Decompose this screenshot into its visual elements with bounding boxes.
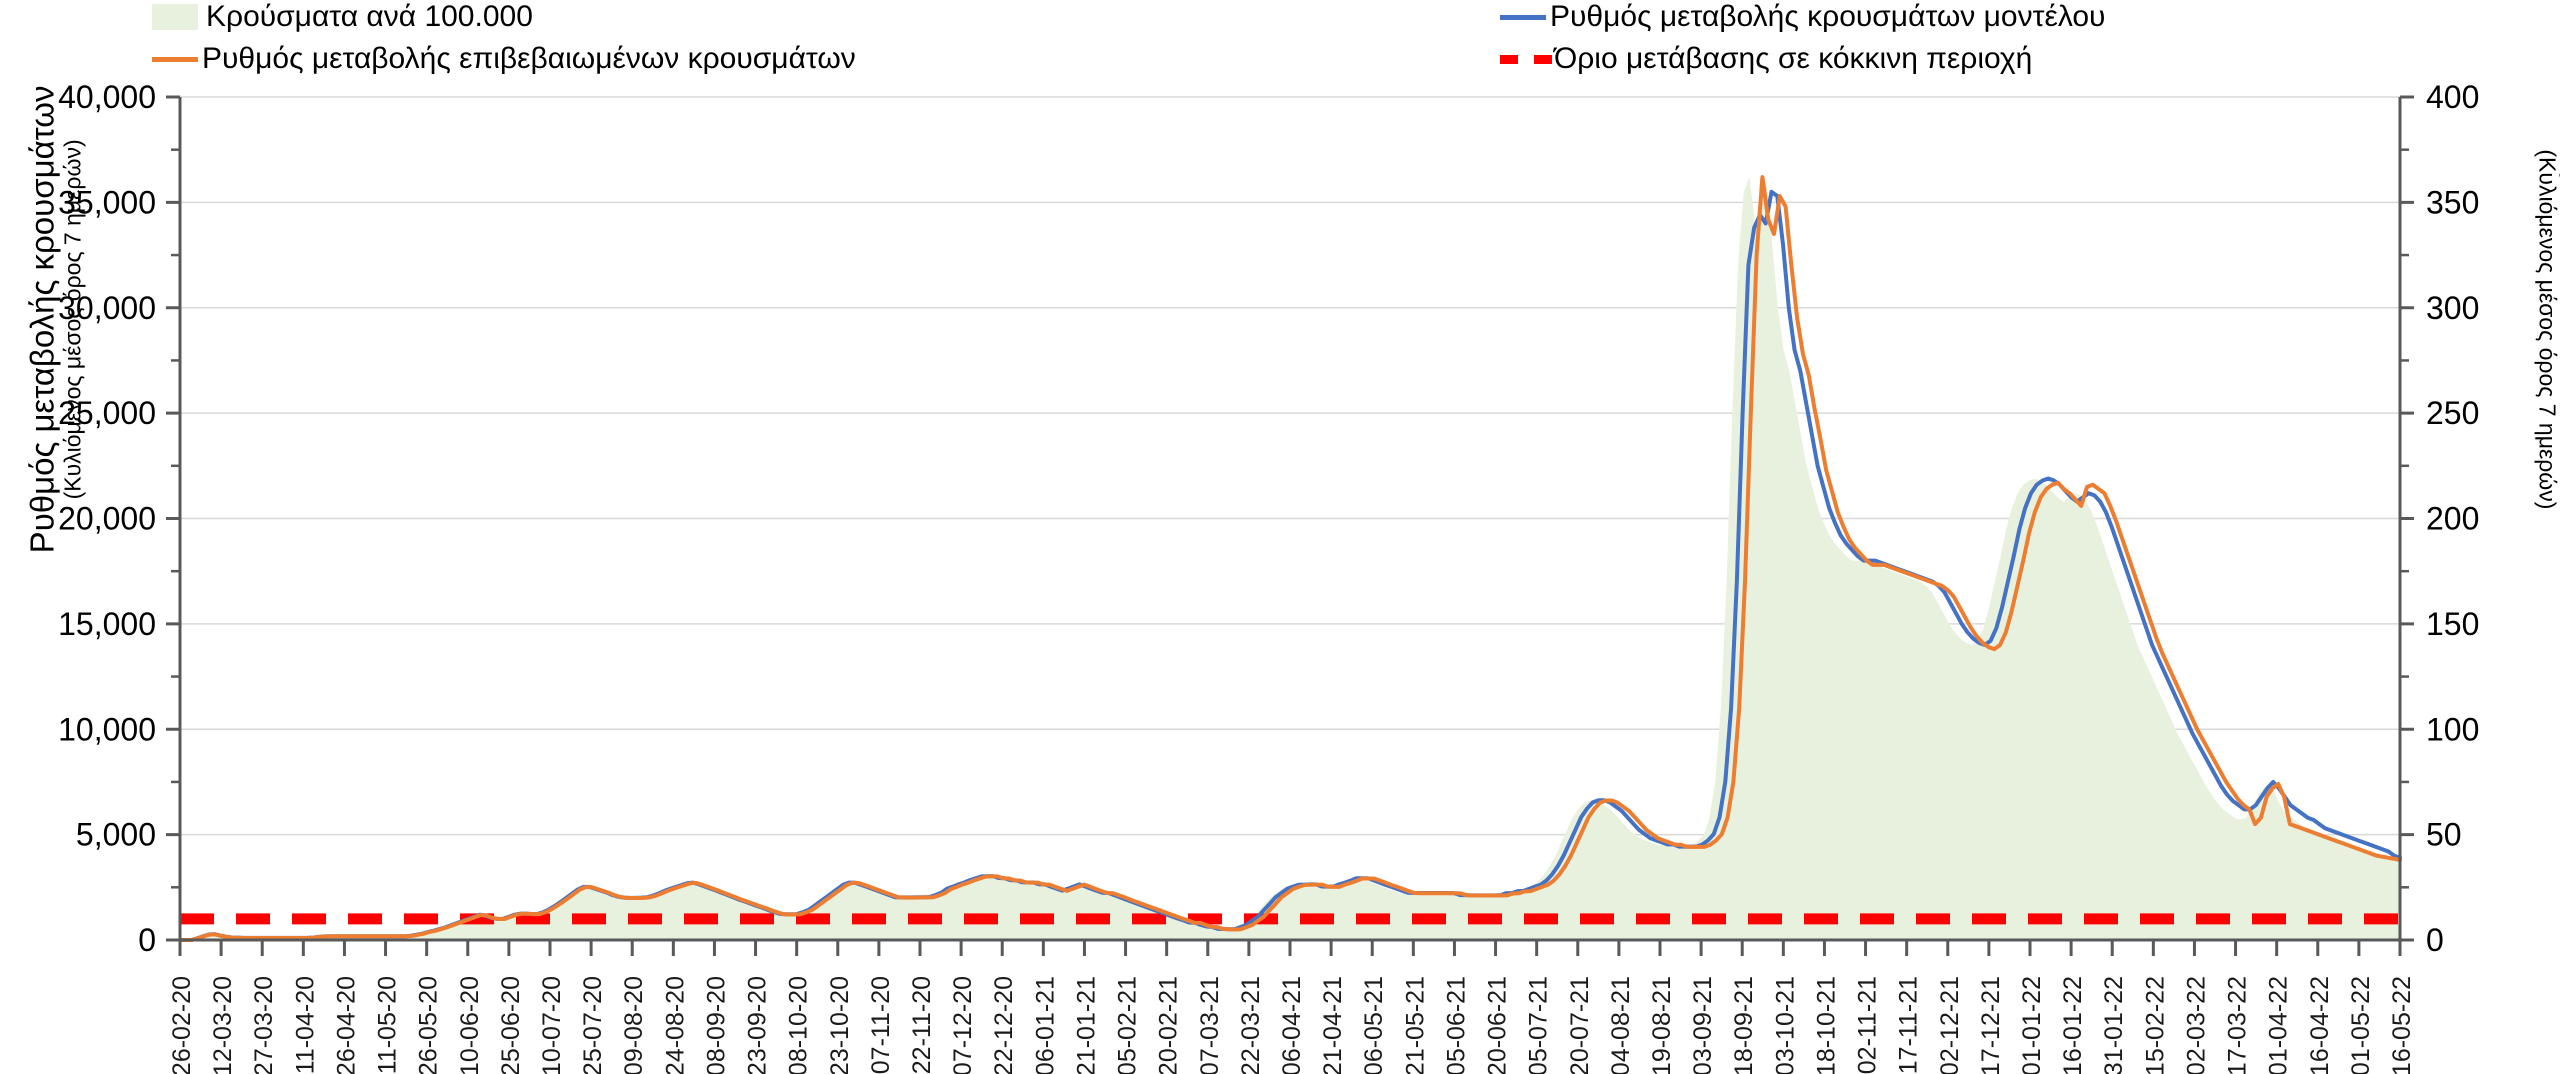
- x-tick-label: 05-06-21: [1442, 976, 1470, 1074]
- legend-item-cases-per-100k[interactable]: Κρούσματα ανά 100.000: [152, 2, 533, 32]
- x-tick-label: 07-11-20: [867, 976, 895, 1074]
- x-tick-label: 08-10-20: [785, 976, 813, 1074]
- x-tick-label: 20-07-21: [1566, 976, 1594, 1074]
- x-tick-label: 11-05-20: [374, 976, 402, 1074]
- x-tick-label: 06-01-21: [1031, 976, 1059, 1074]
- left-tick-label: 25,000: [58, 395, 156, 431]
- x-tick-label: 17-03-22: [2224, 976, 2252, 1074]
- x-tick-label: 10-07-20: [538, 976, 566, 1074]
- x-tick-label: 22-12-20: [990, 976, 1018, 1074]
- left-tick-label: 15,000: [58, 606, 156, 642]
- x-tick-label: 25-06-20: [497, 976, 525, 1074]
- left-tick-label: 40,000: [58, 79, 156, 115]
- x-tick-label: 11-04-20: [291, 976, 319, 1074]
- x-tick-label: 08-09-20: [702, 976, 730, 1074]
- legend-label-confirmed-change-rate: Ρυθμός μεταβολής επιβεβαιωμένων κρουσμάτ…: [202, 42, 856, 75]
- line-swatch-icon-orange: [152, 56, 198, 62]
- right-tick-label: 150: [2426, 606, 2479, 642]
- x-tick-label: 03-09-21: [1689, 976, 1717, 1074]
- left-tick-label: 10,000: [58, 711, 156, 747]
- right-tick-label: 0: [2426, 922, 2444, 958]
- x-tick-label: 07-12-20: [949, 976, 977, 1074]
- x-tick-label: 23-09-20: [744, 976, 772, 1074]
- x-tick-label: 21-04-21: [1319, 976, 1347, 1074]
- x-tick-label: 15-02-22: [2141, 976, 2169, 1074]
- x-tick-label: 26-04-20: [332, 976, 360, 1074]
- area-swatch-icon: [152, 4, 198, 30]
- x-tick-label: 22-03-21: [1237, 976, 1265, 1074]
- dashed-swatch-icon: [1500, 54, 1552, 64]
- right-tick-label: 300: [2426, 290, 2479, 326]
- x-tick-label: 16-04-22: [2306, 976, 2334, 1074]
- x-tick-label: 07-03-21: [1196, 976, 1224, 1074]
- x-tick-label: 27-03-20: [250, 976, 278, 1074]
- x-tick-label: 19-08-21: [1648, 976, 1676, 1074]
- x-tick-label: 17-11-21: [1895, 976, 1923, 1074]
- right-tick-label: 200: [2426, 501, 2479, 537]
- x-tick-label: 05-02-21: [1114, 976, 1142, 1074]
- legend-label-cases-per-100k: Κρούσματα ανά 100.000: [206, 0, 533, 33]
- x-tick-label: 17-12-21: [1977, 976, 2005, 1074]
- x-tick-label: 10-06-20: [456, 976, 484, 1074]
- right-tick-label: 400: [2426, 79, 2479, 115]
- x-axis-tick-labels: 26-02-20 12-03-20 27-03-20 11-04-20 26-04-20…: [168, 976, 2416, 1074]
- right-tick-label: 250: [2426, 395, 2479, 431]
- x-tick-label: 16-05-22: [2388, 976, 2416, 1074]
- x-tick-label: 26-02-20: [168, 976, 196, 1074]
- x-tick-label: 09-08-20: [620, 976, 648, 1074]
- left-tick-label: 35,000: [58, 184, 156, 220]
- x-tick-label: 05-07-21: [1525, 976, 1553, 1074]
- x-tick-label: 24-08-20: [661, 976, 689, 1074]
- right-tick-label: 350: [2426, 184, 2479, 220]
- x-tick-label: 20-06-21: [1484, 976, 1512, 1074]
- left-axis-tick-labels: 0 5,000 10,000 15,000 20,000 25,000 30,000 35,0…: [58, 79, 156, 958]
- x-tick-label: 02-03-22: [2182, 976, 2210, 1074]
- x-tick-label: 02-11-21: [1854, 976, 1882, 1074]
- x-tick-label: 01-04-22: [2265, 976, 2293, 1074]
- x-tick-label: 18-09-21: [1730, 976, 1758, 1074]
- x-tick-label: 26-05-20: [415, 976, 443, 1074]
- left-tick-label: 0: [138, 922, 156, 958]
- x-tick-label: 03-10-21: [1771, 976, 1799, 1074]
- x-tick-label: 02-12-21: [1936, 976, 1964, 1074]
- x-tick-label: 21-05-21: [1401, 976, 1429, 1074]
- x-tick-label: 22-11-20: [908, 976, 936, 1074]
- x-tick-label: 21-01-21: [1072, 976, 1100, 1074]
- x-tick-label: 31-01-22: [2100, 976, 2128, 1074]
- right-tick-label: 50: [2426, 817, 2462, 853]
- x-tick-label: 18-10-21: [1812, 976, 1840, 1074]
- area-series-cases-per-100k: [180, 177, 2400, 940]
- x-tick-label: 06-04-21: [1278, 976, 1306, 1074]
- x-tick-label: 01-01-22: [2018, 976, 2046, 1074]
- chart-legend: Κρούσματα ανά 100.000 Ρυθμός μεταβολής ε…: [0, 0, 2560, 82]
- x-tick-label: 25-07-20: [579, 976, 607, 1074]
- axis-lines-and-ticks: [166, 95, 2414, 956]
- x-tick-label: 23-10-20: [826, 976, 854, 1074]
- left-tick-label: 5,000: [76, 817, 156, 853]
- legend-label-red-zone-threshold: Όριο μετάβασης σε κόκκινη περιοχή: [1554, 42, 2033, 75]
- right-axis-tick-labels: 0 50 100 150 200 250 300 350 400: [2426, 79, 2479, 958]
- x-tick-label: 01-05-22: [2347, 976, 2375, 1074]
- legend-item-confirmed-change-rate[interactable]: Ρυθμός μεταβολής επιβεβαιωμένων κρουσμάτ…: [152, 44, 856, 74]
- left-tick-label: 20,000: [58, 501, 156, 537]
- x-tick-label: 16-01-22: [2059, 976, 2087, 1074]
- legend-label-model-change-rate: Ρυθμός μεταβολής κρουσμάτων μοντέλου: [1550, 0, 2106, 33]
- x-tick-label: 06-05-21: [1360, 976, 1388, 1074]
- legend-item-red-zone-threshold[interactable]: Όριο μετάβασης σε κόκκινη περιοχή: [1500, 44, 2032, 74]
- x-tick-label: 20-02-21: [1155, 976, 1183, 1074]
- x-tick-label: 12-03-20: [209, 976, 237, 1074]
- left-tick-label: 30,000: [58, 290, 156, 326]
- line-series-group: [178, 175, 2402, 942]
- line-swatch-icon-blue: [1500, 14, 1546, 20]
- x-tick-label: 04-08-21: [1607, 976, 1635, 1074]
- legend-item-model-change-rate[interactable]: Ρυθμός μεταβολής κρουσμάτων μοντέλου: [1500, 2, 2105, 32]
- right-tick-label: 100: [2426, 711, 2479, 747]
